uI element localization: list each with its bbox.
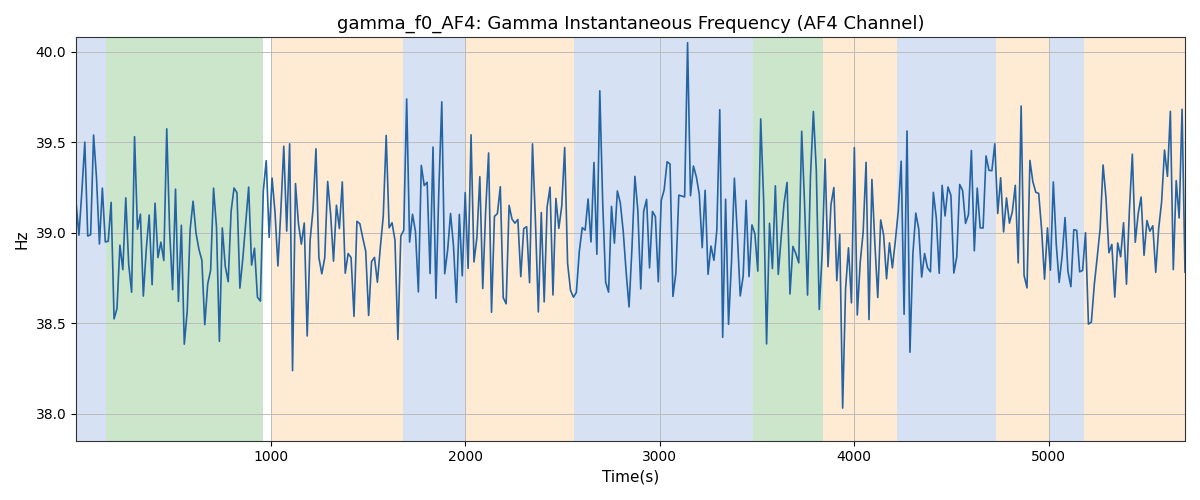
Bar — [466, 38, 574, 440]
X-axis label: Time(s): Time(s) — [602, 470, 659, 485]
Bar — [76, 38, 106, 440]
Bar — [403, 38, 466, 440]
Title: gamma_f0_AF4: Gamma Instantaneous Frequency (AF4 Channel): gamma_f0_AF4: Gamma Instantaneous Freque… — [337, 15, 924, 34]
Bar — [754, 38, 823, 440]
Bar — [702, 38, 754, 440]
Bar — [1049, 38, 1084, 440]
Bar — [106, 38, 263, 440]
Bar — [270, 38, 403, 440]
Bar — [574, 38, 702, 440]
Bar — [996, 38, 1049, 440]
Bar — [823, 38, 898, 440]
Y-axis label: Hz: Hz — [14, 230, 30, 249]
Bar — [898, 38, 996, 440]
Bar — [1084, 38, 1186, 440]
